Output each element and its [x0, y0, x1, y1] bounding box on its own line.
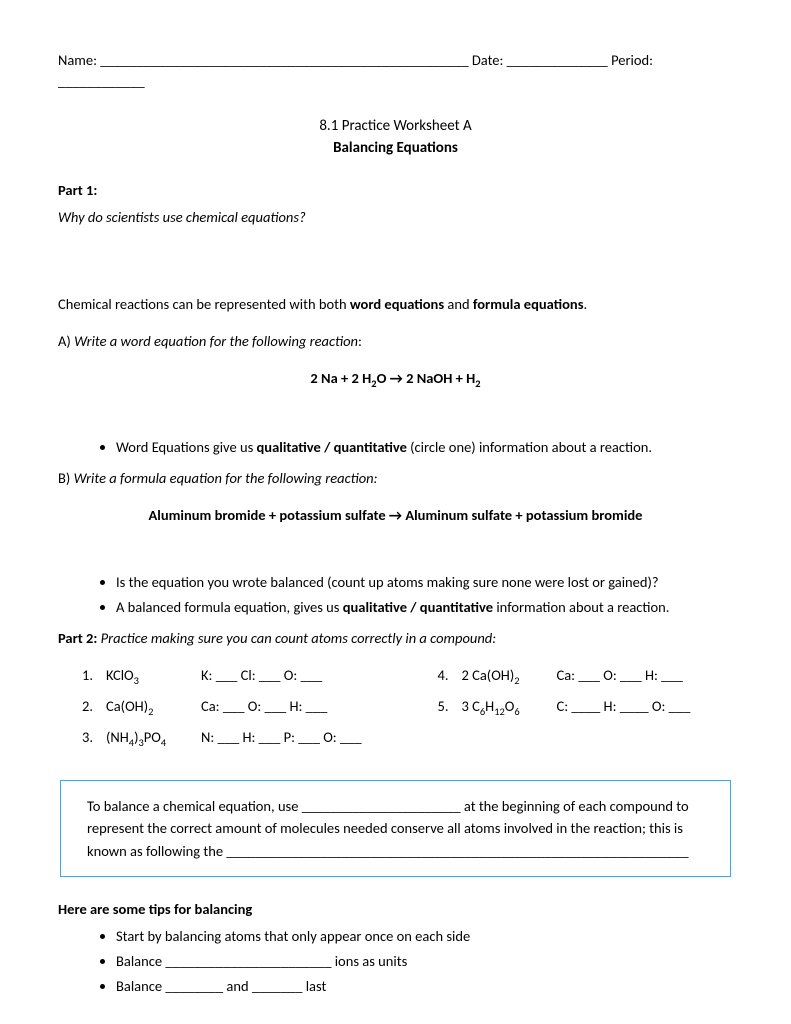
compound-row-3: 3. (NH4)3PO4 N: ___ H: ___ P: ___ O: ___ — [82, 727, 378, 750]
tip-2[interactable]: Balance _______________________ ions as … — [116, 951, 733, 972]
equation-a: 2 Na + 2 H2O → 2 NaOH + H2 — [58, 368, 733, 391]
part1-a-prompt: A) Write a word equation for the followi… — [58, 331, 733, 352]
tips-list: Start by balancing atoms that only appea… — [58, 926, 733, 997]
worksheet-number: 8.1 Practice Worksheet A — [58, 116, 733, 138]
tip-1: Start by balancing atoms that only appea… — [116, 926, 733, 947]
date-field[interactable]: Date: ______________ — [472, 51, 608, 69]
part1-question: Why do scientists use chemical equations… — [58, 207, 733, 228]
bullet-balanced-info: A balanced formula equation, gives us qu… — [116, 597, 733, 618]
part2-heading: Part 2: Practice making sure you can cou… — [58, 628, 733, 649]
bullet-list-a: Word Equations give us qualitative / qua… — [58, 437, 733, 458]
info-box: To balance a chemical equation, use ____… — [60, 780, 731, 877]
compound-row-5: 5. 3 C6H12O6 C: ____ H: ____ O: ___ — [438, 696, 734, 719]
name-field[interactable]: Name: __________________________________… — [58, 51, 469, 69]
box-text[interactable]: To balance a chemical equation, use ____… — [87, 797, 689, 860]
bullet-word-eq: Word Equations give us qualitative / qua… — [116, 437, 733, 458]
atom-count-col-right: 4. 2 Ca(OH)2 Ca: ___ O: ___ H: ___ 5. 3 … — [438, 665, 734, 758]
title-block: 8.1 Practice Worksheet A Balancing Equat… — [58, 116, 733, 160]
bullet-balanced-q: Is the equation you wrote balanced (coun… — [116, 572, 733, 593]
worksheet-title: Balancing Equations — [58, 138, 733, 160]
atom-count-list: 1. KClO3 K: ___ Cl: ___ O: ___ 2. Ca(OH)… — [58, 665, 733, 758]
header-line: Name: __________________________________… — [58, 50, 733, 92]
bullet-list-b: Is the equation you wrote balanced (coun… — [58, 572, 733, 618]
atom-count-col-left: 1. KClO3 K: ___ Cl: ___ O: ___ 2. Ca(OH)… — [82, 665, 378, 758]
tips-heading: Here are some tips for balancing — [58, 899, 733, 920]
equation-b: Aluminum bromide + potassium sulfate → A… — [58, 505, 733, 526]
part1-label: Part 1: — [58, 180, 733, 201]
compound-row-4: 4. 2 Ca(OH)2 Ca: ___ O: ___ H: ___ — [438, 665, 734, 688]
part1-b-prompt: B) Write a formula equation for the foll… — [58, 468, 733, 489]
tip-3[interactable]: Balance ________ and _______ last — [116, 976, 733, 997]
part1-intro: Chemical reactions can be represented wi… — [58, 294, 733, 315]
compound-row-1: 1. KClO3 K: ___ Cl: ___ O: ___ — [82, 665, 378, 688]
compound-row-2: 2. Ca(OH)2 Ca: ___ O: ___ H: ___ — [82, 696, 378, 719]
worksheet-page: Name: __________________________________… — [0, 0, 791, 1024]
